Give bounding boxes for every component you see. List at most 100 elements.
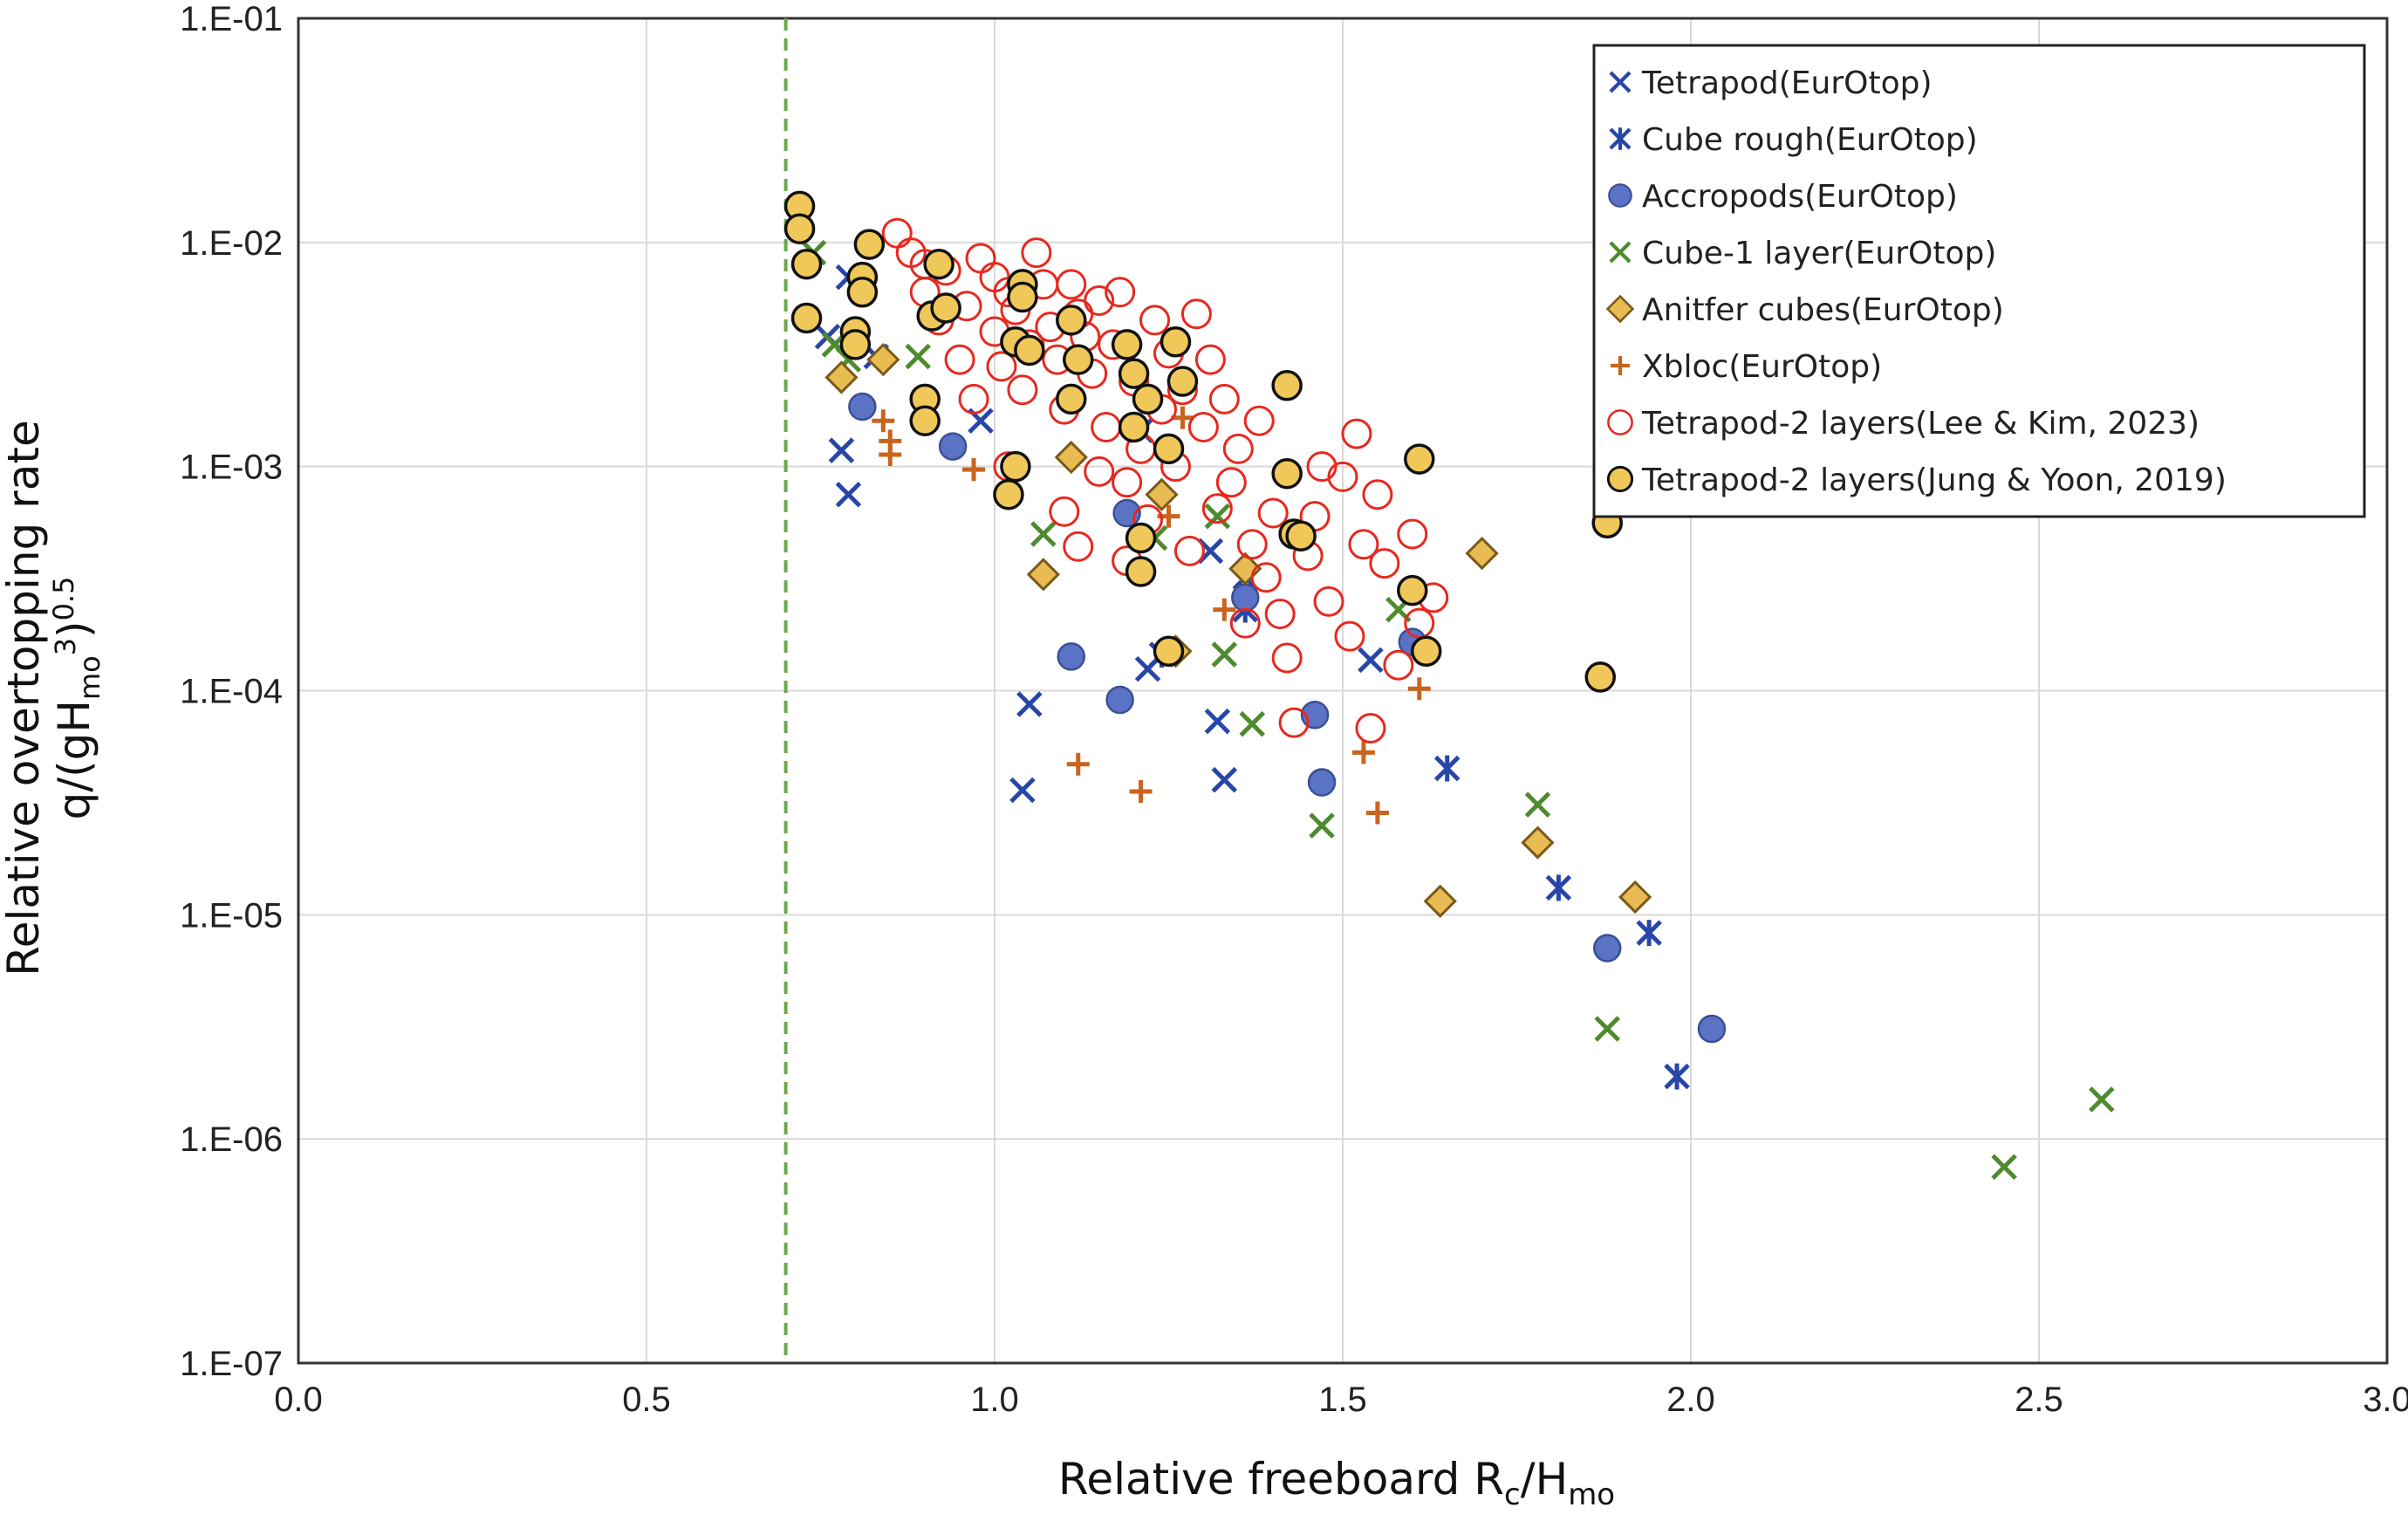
data-point [1285, 520, 1317, 552]
data-point [1697, 1014, 1727, 1044]
data-point [1397, 518, 1428, 550]
data-point [1204, 708, 1231, 735]
series-7 [783, 190, 1623, 693]
data-point [1139, 305, 1171, 336]
data-point [790, 302, 823, 334]
y-tick-label: 1.E-05 [180, 896, 283, 935]
y-axis-title: Relative overtopping rate q/(gHmo3)0.5 [0, 420, 106, 976]
data-point [1271, 458, 1303, 490]
data-point [1215, 467, 1247, 498]
data-point [1521, 826, 1555, 860]
data-point [1016, 691, 1043, 717]
data-point [986, 351, 1017, 382]
data-point [1239, 710, 1266, 737]
x-tick-label: 1.5 [1318, 1381, 1367, 1419]
data-point [853, 229, 886, 260]
data-point [993, 479, 1024, 510]
data-point [1271, 370, 1303, 401]
data-point [1594, 1016, 1621, 1042]
data-point [1160, 326, 1192, 358]
data-point [1132, 383, 1164, 415]
data-point [1397, 574, 1428, 606]
data-point [958, 383, 989, 415]
data-point [1309, 812, 1335, 839]
data-point [1166, 366, 1199, 397]
data-point [1250, 562, 1282, 593]
data-point [1084, 285, 1115, 317]
y-tick-label: 1.E-06 [180, 1120, 283, 1159]
data-point [1365, 801, 1389, 825]
y-axis-title-line2: q/(gHmo3)0.5 [47, 577, 106, 820]
data-point [1348, 529, 1379, 560]
legend-label: Xbloc(EurOtop) [1642, 349, 1882, 385]
data-point [1007, 281, 1038, 313]
data-point [1125, 556, 1157, 587]
data-point [1664, 1063, 1690, 1090]
y-axis-title-line2-sup1: 3 [49, 638, 82, 655]
y-tick-label: 1.E-02 [180, 224, 283, 263]
y-axis-title-line2-sub: mo [73, 655, 106, 700]
data-point [1618, 880, 1652, 915]
data-point [1278, 707, 1310, 738]
data-point [1056, 269, 1087, 300]
data-point [1257, 497, 1289, 529]
data-point [1327, 461, 1358, 492]
x-tick-label: 1.0 [970, 1381, 1019, 1419]
data-point [1111, 329, 1143, 360]
data-point [1171, 406, 1194, 429]
data-point [1433, 755, 1461, 782]
data-point [1049, 496, 1080, 527]
data-point [1118, 358, 1150, 389]
data-point [1153, 635, 1185, 668]
legend-marker [1606, 465, 1634, 493]
x-axis-title-sub1: c [1504, 1477, 1521, 1512]
data-point [1112, 467, 1143, 498]
data-point [1194, 344, 1226, 375]
data-point [848, 392, 877, 421]
data-point [1222, 433, 1254, 464]
data-point [1009, 777, 1036, 804]
data-point [1208, 383, 1240, 415]
x-tick-label: 0.5 [622, 1381, 671, 1419]
y-axis-title-line1: Relative overtopping rate [0, 420, 49, 976]
legend-label: Tetrapod(EurOtop) [1641, 65, 1933, 101]
x-tick-label: 3.0 [2363, 1381, 2408, 1419]
x-axis-title-slash: /H [1521, 1454, 1568, 1504]
data-point [1066, 752, 1090, 776]
data-point [879, 443, 902, 467]
data-point [1211, 766, 1238, 793]
data-point [1351, 741, 1375, 764]
legend-marker [1609, 127, 1632, 150]
data-point [1213, 598, 1236, 621]
data-point [835, 481, 862, 508]
data-point [1118, 411, 1150, 443]
legend-label: Accropods(EurOtop) [1642, 179, 1958, 215]
data-point [938, 432, 968, 461]
y-axis-title-line2-sup2: 0.5 [47, 577, 80, 621]
data-point [1000, 450, 1031, 483]
data-point [1383, 649, 1414, 681]
data-point [1404, 607, 1435, 639]
data-point [1105, 685, 1134, 715]
data-points [783, 190, 2115, 1181]
data-point [1026, 558, 1060, 592]
series-5 [872, 406, 1431, 825]
data-point [846, 277, 879, 308]
plot-area-frame [297, 17, 2389, 1365]
axis-tick-labels: 0.0 0.5 1.0 1.5 2.0 2.5 3.0 1.E-01 1.E-02 1.E-03 1… [180, 0, 2408, 1419]
data-point [923, 248, 954, 280]
data-point [866, 343, 900, 377]
data-point [1341, 418, 1372, 449]
data-point [872, 409, 895, 433]
legend-marker [1605, 294, 1635, 324]
data-point [1030, 521, 1057, 547]
legend-label: Cube-1 layer(EurOtop) [1642, 236, 1996, 271]
data-point [909, 405, 941, 436]
y-tick-label: 1.E-01 [180, 0, 283, 38]
data-point [1306, 451, 1337, 483]
data-point [1056, 383, 1087, 415]
data-point [1129, 780, 1153, 804]
data-point [839, 329, 872, 360]
data-point [1358, 647, 1384, 674]
data-point [824, 360, 859, 394]
